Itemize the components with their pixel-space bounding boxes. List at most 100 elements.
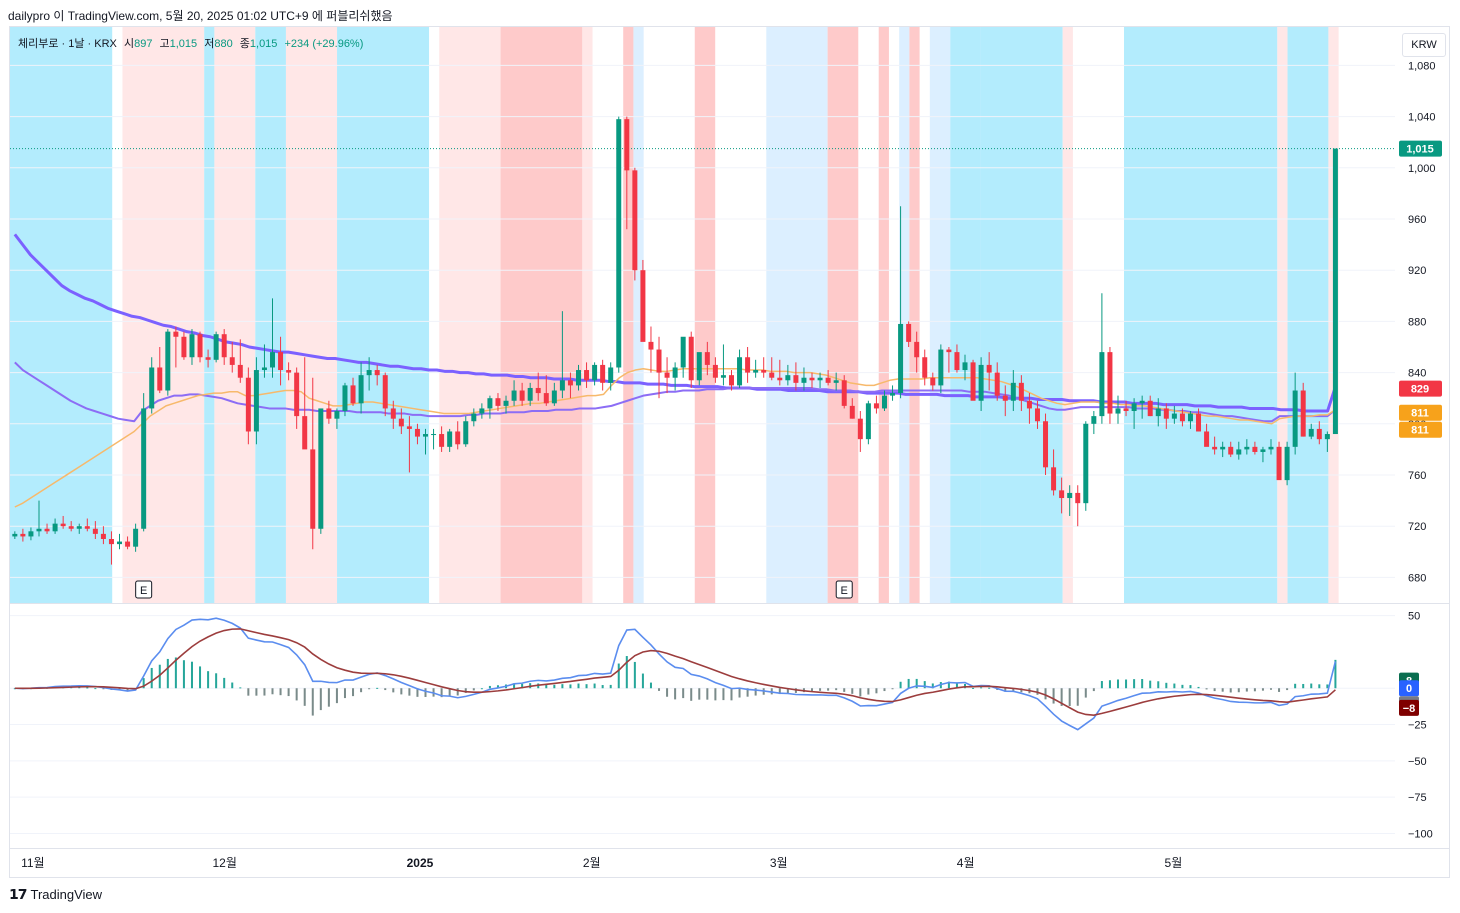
price-axis-label: 720 xyxy=(1408,521,1426,533)
candle-body xyxy=(1284,446,1290,481)
candle-body xyxy=(245,377,251,432)
macd-bar xyxy=(1269,688,1273,690)
candle xyxy=(801,367,807,391)
macd-axis-label: 50 xyxy=(1408,611,1420,623)
macd-bar xyxy=(835,688,838,691)
candles xyxy=(12,116,1338,565)
macd-bar xyxy=(617,663,620,689)
candle xyxy=(1228,441,1234,458)
background-zone xyxy=(337,27,430,603)
candle xyxy=(68,521,74,532)
candle xyxy=(954,344,960,373)
macd-badge-label: 0 xyxy=(1406,683,1412,695)
legend-low-label: 저 xyxy=(204,38,215,50)
macd-bar xyxy=(456,688,459,696)
candle xyxy=(310,377,316,550)
macd-bar xyxy=(674,688,677,700)
candle xyxy=(873,395,879,414)
candle-body xyxy=(1091,416,1097,424)
candle xyxy=(1179,408,1185,427)
candle xyxy=(519,382,525,406)
candle-body xyxy=(117,541,123,545)
macd-bar xyxy=(1173,683,1176,689)
macd-bar xyxy=(513,683,516,689)
candle xyxy=(157,347,163,394)
candle-body xyxy=(278,352,284,371)
macd-line xyxy=(14,617,1337,731)
candle-body xyxy=(1115,408,1121,414)
candle xyxy=(616,116,622,373)
candle xyxy=(398,408,404,435)
event-marker-label: E xyxy=(841,585,848,597)
candle-body xyxy=(253,370,259,432)
candle-body xyxy=(100,533,106,539)
candle-body xyxy=(551,390,557,404)
candle xyxy=(431,428,437,450)
candle xyxy=(463,416,469,447)
candle xyxy=(849,398,855,419)
candle xyxy=(1292,372,1298,455)
macd-bar xyxy=(496,685,499,689)
currency-button[interactable]: KRW xyxy=(1402,33,1446,57)
background-zone xyxy=(1287,27,1329,603)
candle xyxy=(197,331,203,363)
candle xyxy=(149,357,155,414)
candle-body xyxy=(1316,428,1322,440)
candle xyxy=(624,116,630,230)
candle xyxy=(302,357,308,450)
candle-body xyxy=(398,418,404,427)
candle xyxy=(44,523,50,534)
candle-body xyxy=(592,364,598,381)
candle-body xyxy=(1043,421,1049,468)
macd-bar xyxy=(408,688,411,696)
symbol-legend: 체리부로 · 1날 · KRX 시897 고1,015 저880 종1,015 … xyxy=(18,35,363,51)
macd-bar xyxy=(521,683,524,689)
candle xyxy=(978,357,984,411)
candle xyxy=(487,395,493,419)
legend-low-value: 880 xyxy=(214,38,233,50)
candle-body xyxy=(664,372,670,378)
candle-body xyxy=(1018,382,1024,401)
candle-body xyxy=(165,331,171,391)
candle-body xyxy=(342,385,348,411)
candle-body xyxy=(737,357,743,386)
price-axis-label: 920 xyxy=(1408,265,1426,277)
macd-bar xyxy=(247,688,250,696)
candle-body xyxy=(672,367,678,378)
macd-bar xyxy=(1326,684,1329,689)
candle-body xyxy=(1252,446,1258,452)
candle xyxy=(1115,395,1121,424)
background-zone xyxy=(1062,27,1073,603)
candle-body xyxy=(712,364,718,378)
background-zone xyxy=(899,27,910,603)
candle-body xyxy=(608,367,614,383)
candle xyxy=(543,375,549,406)
candle-body xyxy=(922,357,928,378)
macd-bar xyxy=(1141,679,1144,689)
candle-body xyxy=(181,336,187,358)
candle xyxy=(318,408,324,534)
macd-bar xyxy=(223,677,226,689)
candle-body xyxy=(1163,408,1169,419)
candle xyxy=(221,329,227,365)
background-zone xyxy=(439,27,501,603)
candle xyxy=(793,362,799,391)
candle xyxy=(366,357,372,391)
time-axis-label: 12월 xyxy=(212,856,236,870)
candle-body xyxy=(1260,449,1266,452)
macd-badge: 0 xyxy=(1399,680,1419,697)
candle xyxy=(342,382,348,417)
candle-body xyxy=(753,370,759,373)
candle xyxy=(825,370,831,386)
macd-bar xyxy=(955,683,958,689)
candle-body xyxy=(318,408,324,529)
candle xyxy=(60,515,66,529)
price-badge: 811 xyxy=(1399,404,1442,421)
candle-body xyxy=(938,349,944,386)
macd-bar xyxy=(287,688,290,697)
candle xyxy=(946,347,952,373)
macd-bar xyxy=(1278,688,1281,692)
candle-body xyxy=(680,336,686,368)
macd-bar xyxy=(1253,688,1256,692)
